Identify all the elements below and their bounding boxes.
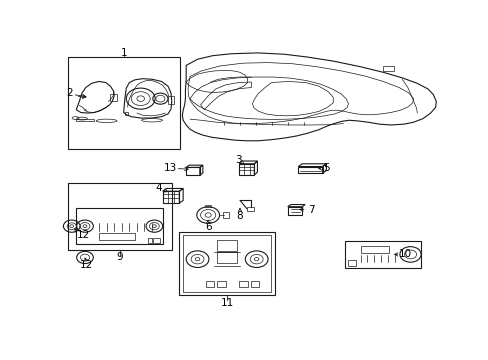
Bar xyxy=(178,232,275,296)
Text: 10: 10 xyxy=(398,249,411,260)
Text: 12: 12 xyxy=(80,260,93,270)
Text: 12: 12 xyxy=(76,230,89,240)
Text: 7: 7 xyxy=(307,204,314,215)
Bar xyxy=(75,208,163,244)
Bar xyxy=(147,238,152,243)
Bar xyxy=(205,204,211,207)
Bar xyxy=(153,238,160,243)
Text: 2: 2 xyxy=(66,88,73,98)
Text: 13: 13 xyxy=(163,163,177,174)
Bar xyxy=(68,57,180,149)
Bar xyxy=(239,281,247,287)
Bar xyxy=(168,96,174,104)
Text: 8: 8 xyxy=(236,211,243,221)
Bar xyxy=(124,112,127,115)
Bar xyxy=(110,94,117,100)
Bar xyxy=(183,235,270,292)
Bar xyxy=(217,252,237,263)
Text: 4: 4 xyxy=(155,183,162,193)
Bar xyxy=(75,119,94,121)
Bar xyxy=(246,207,253,211)
Bar xyxy=(347,260,355,266)
Text: 9: 9 xyxy=(116,252,123,262)
Bar xyxy=(68,183,172,250)
Bar xyxy=(99,233,135,240)
Bar xyxy=(223,212,228,218)
Bar xyxy=(383,67,393,72)
Bar xyxy=(217,281,225,287)
Bar xyxy=(250,281,259,287)
Text: 6: 6 xyxy=(204,222,211,232)
Bar xyxy=(217,240,237,251)
Text: 5: 5 xyxy=(323,163,329,174)
Text: 1: 1 xyxy=(120,48,127,58)
Bar xyxy=(360,246,388,253)
Bar xyxy=(345,240,420,268)
Text: 11: 11 xyxy=(220,298,233,308)
Text: 3: 3 xyxy=(235,155,241,165)
Bar xyxy=(205,281,214,287)
